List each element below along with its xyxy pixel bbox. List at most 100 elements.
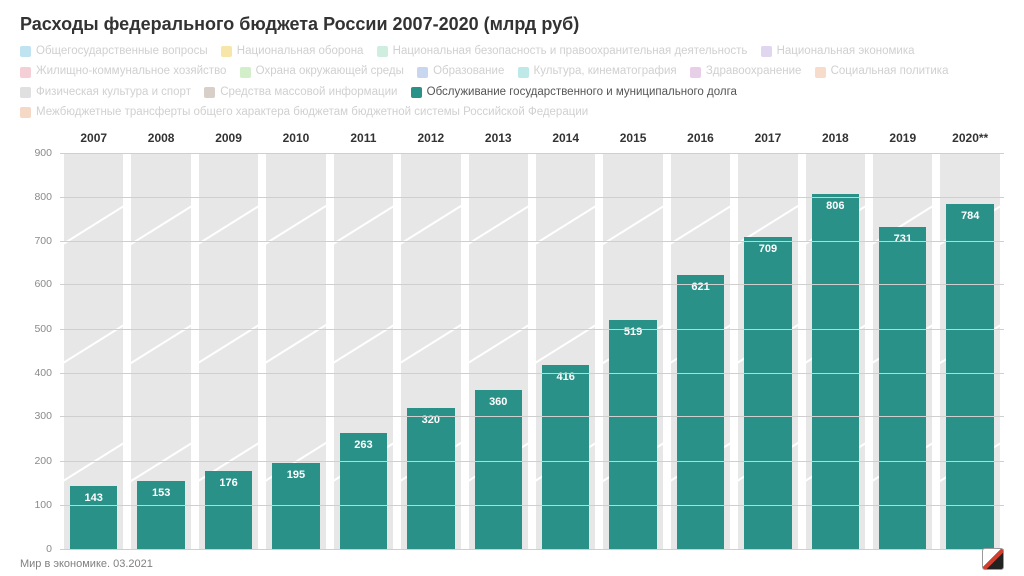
year-label: 2018 xyxy=(802,131,869,149)
legend-label: Межбюджетные трансферты общего характера… xyxy=(36,104,588,121)
year-label: 2012 xyxy=(397,131,464,149)
bar-value-label: 176 xyxy=(205,477,252,489)
legend-label: Культура, кинематография xyxy=(534,63,677,80)
bar: 143 xyxy=(70,486,117,549)
bar-slot: 263 xyxy=(330,153,397,549)
bar: 263 xyxy=(340,433,387,549)
legend-swatch-icon xyxy=(815,67,826,78)
grid-line: 500 xyxy=(60,329,1004,330)
bars-container: 1431531761952633203604165196217098067317… xyxy=(60,153,1004,549)
y-axis-label: 400 xyxy=(34,367,52,379)
grid-line: 400 xyxy=(60,373,1004,374)
year-axis: 2007200820092010201120122013201420152016… xyxy=(60,131,1004,149)
bar: 709 xyxy=(744,237,791,549)
bar-slot: 621 xyxy=(667,153,734,549)
legend-swatch-icon xyxy=(377,46,388,57)
year-label: 2011 xyxy=(330,131,397,149)
grid-line: 600 xyxy=(60,284,1004,285)
legend-item[interactable]: Культура, кинематография xyxy=(518,63,677,80)
legend-item[interactable]: Обслуживание государственного и муниципа… xyxy=(411,84,737,101)
bar-slot: 143 xyxy=(60,153,127,549)
legend-item[interactable]: Средства массовой информации xyxy=(204,84,397,101)
year-label: 2014 xyxy=(532,131,599,149)
legend-label: Физическая культура и спорт xyxy=(36,84,191,101)
year-label: 2017 xyxy=(734,131,801,149)
legend-swatch-icon xyxy=(20,87,31,98)
grid-line: 700 xyxy=(60,241,1004,242)
bar-value-label: 709 xyxy=(744,243,791,255)
legend-label: Национальная безопасность и правоохранит… xyxy=(393,43,748,60)
legend-item[interactable]: Социальная политика xyxy=(815,63,949,80)
bar: 153 xyxy=(137,481,184,548)
bar-slot: 176 xyxy=(195,153,262,549)
legend-swatch-icon xyxy=(761,46,772,57)
y-axis-label: 600 xyxy=(34,278,52,290)
bar-value-label: 621 xyxy=(677,281,724,293)
bar-value-label: 806 xyxy=(812,200,859,212)
bar: 195 xyxy=(272,463,319,549)
bar-value-label: 153 xyxy=(137,487,184,499)
bar-value-label: 784 xyxy=(946,210,993,222)
bar-slot: 360 xyxy=(465,153,532,549)
grid-line: 0 xyxy=(60,549,1004,550)
legend-label: Обслуживание государственного и муниципа… xyxy=(427,84,737,101)
legend-item[interactable]: Общегосударственные вопросы xyxy=(20,43,208,60)
bar-slot: 731 xyxy=(869,153,936,549)
year-label: 2009 xyxy=(195,131,262,149)
grid-line: 200 xyxy=(60,461,1004,462)
bar: 806 xyxy=(812,194,859,549)
legend-swatch-icon xyxy=(417,67,428,78)
bar-value-label: 360 xyxy=(475,396,522,408)
y-axis-label: 700 xyxy=(34,235,52,247)
legend-label: Социальная политика xyxy=(831,63,949,80)
legend-label: Образование xyxy=(433,63,504,80)
bar-value-label: 143 xyxy=(70,492,117,504)
y-axis-label: 0 xyxy=(46,543,52,555)
legend-label: Средства массовой информации xyxy=(220,84,397,101)
legend-item[interactable]: Межбюджетные трансферты общего характера… xyxy=(20,104,588,121)
legend-item[interactable]: Национальная безопасность и правоохранит… xyxy=(377,43,748,60)
bar: 320 xyxy=(407,408,454,549)
plot-area: 1431531761952633203604165196217098067317… xyxy=(60,153,1004,549)
legend: Общегосударственные вопросы Национальная… xyxy=(20,43,1004,125)
legend-label: Жилищно-коммунальное хозяйство xyxy=(36,63,226,80)
grid-line: 800 xyxy=(60,197,1004,198)
bar-slot: 416 xyxy=(532,153,599,549)
legend-item[interactable]: Национальная оборона xyxy=(221,43,364,60)
year-label: 2015 xyxy=(599,131,666,149)
grid-line: 300 xyxy=(60,416,1004,417)
legend-label: Общегосударственные вопросы xyxy=(36,43,208,60)
legend-label: Охрана окружающей среды xyxy=(256,63,404,80)
bar-value-label: 195 xyxy=(272,469,319,481)
legend-item[interactable]: Национальная экономика xyxy=(761,43,915,60)
bar: 416 xyxy=(542,365,589,548)
bar-value-label: 731 xyxy=(879,233,926,245)
legend-label: Национальная экономика xyxy=(777,43,915,60)
year-label: 2010 xyxy=(262,131,329,149)
legend-item[interactable]: Жилищно-коммунальное хозяйство xyxy=(20,63,226,80)
bar-slot: 320 xyxy=(397,153,464,549)
legend-item[interactable]: Образование xyxy=(417,63,504,80)
legend-label: Национальная оборона xyxy=(237,43,364,60)
legend-swatch-icon xyxy=(518,67,529,78)
chart-title: Расходы федерального бюджета России 2007… xyxy=(20,14,1004,35)
legend-label: Здравоохранение xyxy=(706,63,802,80)
legend-item[interactable]: Физическая культура и спорт xyxy=(20,84,191,101)
y-axis-label: 100 xyxy=(34,499,52,511)
bar: 784 xyxy=(946,204,993,549)
legend-swatch-icon xyxy=(411,87,422,98)
y-axis-label: 800 xyxy=(34,191,52,203)
legend-swatch-icon xyxy=(221,46,232,57)
year-label: 2016 xyxy=(667,131,734,149)
legend-swatch-icon xyxy=(20,46,31,57)
legend-swatch-icon xyxy=(20,107,31,118)
legend-swatch-icon xyxy=(20,67,31,78)
legend-item[interactable]: Здравоохранение xyxy=(690,63,802,80)
bar-value-label: 263 xyxy=(340,439,387,451)
chart: 2007200820092010201120122013201420152016… xyxy=(20,131,1004,563)
footer-text: Мир в экономике. 03.2021 xyxy=(20,558,153,570)
bar-slot: 784 xyxy=(936,153,1003,549)
year-label: 2008 xyxy=(127,131,194,149)
legend-item[interactable]: Охрана окружающей среды xyxy=(240,63,404,80)
y-axis-label: 300 xyxy=(34,410,52,422)
